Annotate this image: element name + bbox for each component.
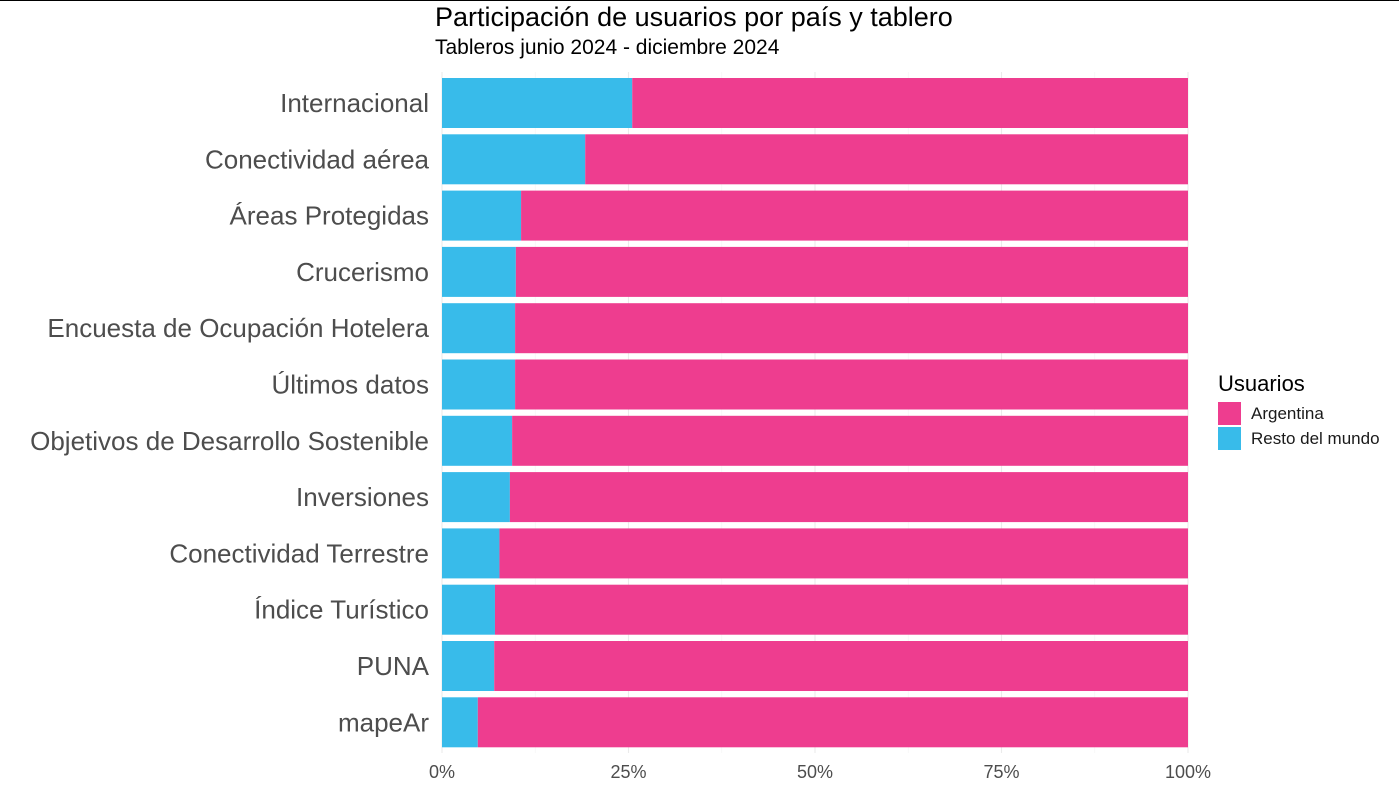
top-border-line [0, 0, 1399, 1]
category-label: Encuesta de Ocupación Hotelera [47, 313, 429, 343]
x-tick-label: 25% [610, 762, 646, 782]
bar-argentina: Conectividad aérea — Argentina: 80.8% [585, 134, 1188, 185]
x-tick-label: 75% [983, 762, 1019, 782]
bar-resto-del-mundo: mapeAr — Resto del mundo: 4.8% [442, 697, 478, 748]
bar-resto-del-mundo: Inversiones — Resto del mundo: 9.1% [442, 472, 510, 523]
category-label: Índice Turístico [254, 595, 429, 625]
bar-argentina: Encuesta de Ocupación Hotelera — Argenti… [515, 303, 1188, 354]
bar-resto-del-mundo: Crucerismo — Resto del mundo: 9.9% [442, 246, 516, 297]
category-label: Crucerismo [296, 257, 429, 287]
bar-resto-del-mundo: Conectividad Terrestre — Resto del mundo… [442, 528, 500, 579]
legend-swatch [1218, 427, 1241, 450]
legend-item: Resto del mundo [1218, 426, 1380, 451]
x-axis-ticks: 0% 25% 50% 75% 100% [429, 762, 1211, 782]
bar-argentina: PUNA — Argentina: 93% [494, 641, 1189, 691]
category-label: Conectividad Terrestre [169, 538, 429, 568]
bar-resto-del-mundo: Encuesta de Ocupación Hotelera — Resto d… [442, 303, 516, 354]
bar-argentina: Últimos datos — Argentina: 90.2% [515, 359, 1188, 410]
bar-argentina: Crucerismo — Argentina: 90.1% [515, 246, 1188, 297]
category-label: mapeAr [338, 707, 429, 737]
category-labels: Internacional Conectividad aérea Áreas Pro… [30, 88, 430, 737]
x-tick-label: 0% [429, 762, 455, 782]
category-label: Inversiones [296, 482, 429, 512]
chart-subtitle: Tableros junio 2024 - diciembre 2024 [435, 36, 780, 59]
bar-resto-del-mundo: PUNA — Resto del mundo: 7% [442, 641, 495, 691]
legend-item: Argentina [1218, 401, 1380, 426]
x-tick-label: 50% [797, 762, 833, 782]
bar-resto-del-mundo: Internacional — Resto del mundo: 25.5% [442, 78, 633, 128]
chart-title: Participación de usuarios por país y tab… [435, 2, 953, 32]
bar-argentina: Áreas Protegidas — Argentina: 89.4% [521, 190, 1188, 241]
bar-argentina: Inversiones — Argentina: 90.9% [509, 472, 1188, 523]
bar-resto-del-mundo: Áreas Protegidas — Resto del mundo: 10.6… [442, 190, 522, 241]
category-label: Internacional [280, 88, 429, 118]
bar-argentina: Internacional — Argentina: 74.5% [632, 78, 1188, 128]
legend-swatch [1218, 402, 1241, 425]
bar-resto-del-mundo: Índice Turístico — Resto del mundo: 7.1% [442, 584, 495, 635]
bars: Internacional — Resto del mundo: 25.5%In… [442, 78, 1189, 748]
category-label: Últimos datos [272, 370, 430, 400]
bar-resto-del-mundo: Objetivos de Desarrollo Sostenible — Res… [442, 415, 513, 466]
x-tick-label: 100% [1165, 762, 1211, 782]
bar-argentina: Conectividad Terrestre — Argentina: 92.3… [499, 528, 1188, 579]
bar-argentina: mapeAr — Argentina: 95.2% [477, 697, 1189, 748]
category-label: PUNA [357, 651, 430, 681]
bar-argentina: Objetivos de Desarrollo Sostenible — Arg… [512, 415, 1188, 466]
bar-argentina: Índice Turístico — Argentina: 92.9% [494, 584, 1188, 635]
category-label: Objetivos de Desarrollo Sostenible [30, 426, 429, 456]
bar-resto-del-mundo: Últimos datos — Resto del mundo: 9.8% [442, 359, 516, 410]
bar-resto-del-mundo: Conectividad aérea — Resto del mundo: 19… [442, 134, 586, 185]
legend-title: Usuarios [1218, 371, 1305, 396]
legend-items: Argentina Resto del mundo [1218, 401, 1380, 451]
category-label: Áreas Protegidas [230, 201, 429, 231]
legend-label: Resto del mundo [1251, 428, 1380, 448]
category-label: Conectividad aérea [205, 144, 430, 174]
legend-label: Argentina [1251, 403, 1324, 423]
legend: Usuarios Argentina Resto del mundo [1218, 371, 1380, 451]
